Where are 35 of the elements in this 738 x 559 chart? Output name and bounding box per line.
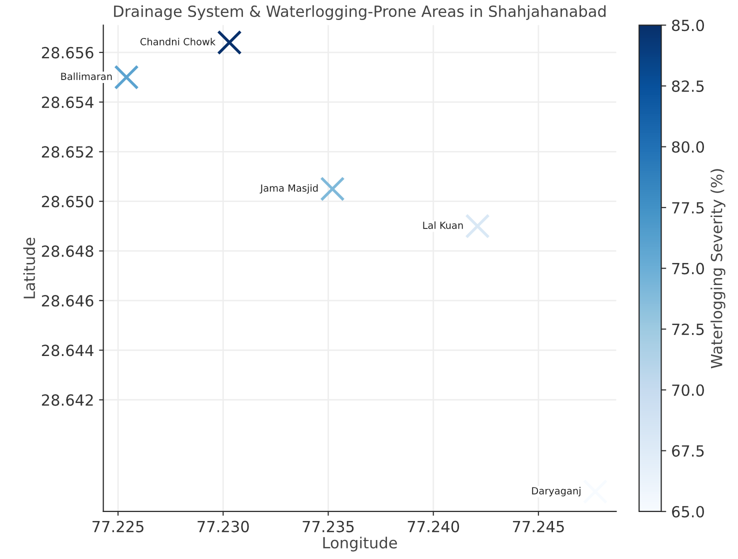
x-tick-label: 77.240 [408,520,460,532]
y-tick-label: 28.656 [42,46,94,58]
y-tick-label: 28.650 [42,196,94,208]
point [217,30,242,55]
x-tick-label: 77.235 [302,520,354,532]
annotation: Ballimaran [61,72,112,80]
point [465,214,490,239]
color-bar-label: 70.0 [672,384,704,396]
annotation: Chandni Chowk [140,38,216,46]
y-tick-label: 28.654 [42,96,94,108]
x-axis-title: Longitude [323,536,397,552]
y-tick-label: 28.652 [42,146,93,158]
x-tick-label: 77.230 [198,520,249,532]
color-bar-label: 85.0 [672,20,704,32]
color-bar-label: 67.5 [672,445,704,457]
y-tick-label: 28.644 [42,344,94,356]
point [320,176,345,202]
color-bar-label: 72.5 [672,324,704,336]
annotation: Lal Kuan [423,221,463,229]
color-bar-label: 75.0 [672,262,704,274]
color-bar-label: 82.5 [672,80,704,92]
color-bar-label: 65.0 [672,506,704,518]
y-axis-title: Latitude [23,238,36,298]
annotation: Jama Masjid [260,184,318,194]
color-bar-title: Waterlogging Severity (%) [710,169,726,368]
color-bar-label: 80.0 [672,141,704,153]
color-bar-label: 77.5 [672,202,704,214]
point [114,64,139,90]
annotation: Daryaganj [532,486,580,496]
y-tick-label: 28.642 [42,394,93,406]
x-tick-label: 77.225 [92,520,144,532]
chart-title: Drainage System & Waterlogging-Prone Areas in Shahjahanabad [114,5,606,20]
y-tick-label: 28.646 [42,295,94,307]
y-tick-label: 28.648 [42,245,94,257]
x-tick-label: 77.245 [512,520,564,532]
